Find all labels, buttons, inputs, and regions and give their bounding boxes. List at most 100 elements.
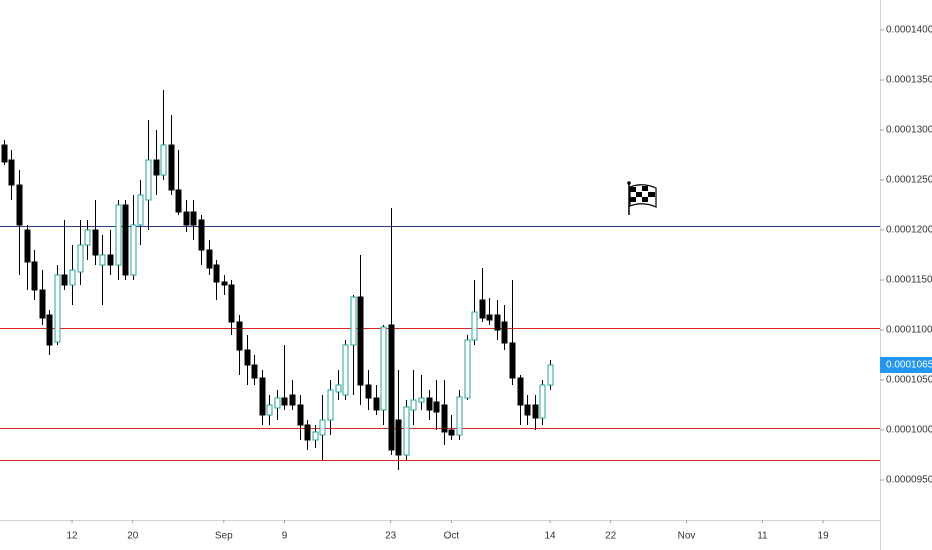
candle-body-down bbox=[16, 184, 23, 226]
x-tick-label: 11 bbox=[757, 531, 768, 542]
candle-body-down bbox=[494, 314, 501, 331]
y-tick-label: 0.0001200 bbox=[886, 225, 932, 236]
flag-check bbox=[648, 192, 655, 197]
candle-body-down bbox=[373, 397, 380, 411]
current-price-tag: 0.0001065 bbox=[880, 357, 932, 373]
candle-body-up bbox=[99, 254, 106, 266]
candle-body-down bbox=[244, 349, 251, 366]
y-tick-label: 0.0001250 bbox=[886, 175, 932, 186]
candle-body-down bbox=[448, 429, 455, 436]
candle-body-up bbox=[137, 194, 144, 226]
x-tick-label: 23 bbox=[385, 531, 397, 542]
candle-body-down bbox=[168, 144, 175, 191]
candle-body-down bbox=[426, 397, 433, 411]
y-tick-label: 0.0001050 bbox=[886, 375, 932, 386]
candle-body-up bbox=[54, 274, 61, 343]
candle-body-down bbox=[190, 211, 197, 226]
candle-body-down bbox=[441, 404, 448, 433]
candle-body-down bbox=[509, 342, 516, 379]
candle-body-up bbox=[145, 159, 152, 201]
x-tick-label: 19 bbox=[818, 531, 830, 542]
candle-body-up bbox=[350, 296, 357, 346]
candle-body-down bbox=[221, 281, 228, 286]
flag-icon bbox=[627, 181, 657, 215]
y-tick-label: 0.0001100 bbox=[886, 325, 932, 336]
x-tick-label: 14 bbox=[544, 531, 556, 542]
candle-body-up bbox=[456, 396, 463, 436]
candle-body-down bbox=[479, 299, 486, 319]
candle-body-down bbox=[175, 189, 182, 213]
flag-check bbox=[630, 197, 636, 202]
flag-check bbox=[630, 187, 636, 192]
candle-body-down bbox=[107, 254, 114, 266]
candle-body-down bbox=[8, 159, 15, 186]
candle-body-down bbox=[289, 394, 296, 406]
flag-check bbox=[642, 186, 648, 191]
candle-body-down bbox=[517, 377, 524, 406]
candle-body-down bbox=[198, 219, 205, 251]
candle-body-down bbox=[183, 211, 190, 226]
candle-body-up bbox=[471, 311, 478, 341]
candle-body-up bbox=[274, 397, 281, 409]
candle-body-down bbox=[281, 397, 288, 406]
candle-body-up bbox=[464, 339, 471, 399]
candle-body-up bbox=[327, 389, 334, 421]
x-tick-label: 22 bbox=[605, 531, 617, 542]
candle-body-up bbox=[403, 406, 410, 456]
x-tick-label: 12 bbox=[67, 531, 79, 542]
candle-body-down bbox=[236, 321, 243, 351]
candle-body-up bbox=[547, 364, 554, 386]
candles bbox=[1, 90, 554, 470]
flag-cloth bbox=[629, 184, 657, 208]
candle-body-down bbox=[153, 159, 160, 176]
candle-body-down bbox=[433, 401, 440, 413]
candle-body-up bbox=[69, 269, 76, 286]
candle-body-up bbox=[115, 204, 122, 266]
candle-body-down bbox=[259, 377, 266, 416]
candle-body-down bbox=[206, 249, 213, 269]
flag-pole-top bbox=[627, 181, 631, 185]
candle-body-down bbox=[486, 314, 493, 321]
candle-body-down bbox=[365, 384, 372, 399]
candle-body-down bbox=[501, 321, 508, 344]
y-tick-label: 0.0001300 bbox=[886, 125, 932, 136]
candle-body-up bbox=[266, 404, 273, 416]
x-tick-label: Nov bbox=[678, 531, 696, 542]
x-tick-label: 20 bbox=[127, 531, 139, 542]
level-lines bbox=[0, 226, 880, 461]
candle-body-up bbox=[342, 344, 349, 396]
x-tick-label: Oct bbox=[444, 531, 460, 542]
candle-body-up bbox=[312, 431, 319, 441]
candle-body-up bbox=[539, 384, 546, 419]
axes: 0.0001400 0.0001350 0.0001300 0.0001250 0.00… bbox=[67, 25, 932, 542]
candle-body-down bbox=[122, 204, 129, 276]
candle-body-up bbox=[160, 144, 167, 176]
candle-body-up bbox=[410, 399, 417, 411]
candle-body-down bbox=[388, 324, 395, 451]
candle-body-down bbox=[395, 419, 402, 456]
current-price-box bbox=[880, 357, 932, 373]
candle-body-down bbox=[297, 404, 304, 426]
candle-body-up bbox=[380, 326, 387, 411]
y-tick-label: 0.0000950 bbox=[886, 475, 932, 486]
flag-check bbox=[636, 192, 642, 197]
y-tick-label: 0.0001000 bbox=[886, 425, 932, 436]
candle-body-down bbox=[524, 404, 531, 416]
candle-body-up bbox=[319, 419, 326, 436]
candle-body-down bbox=[24, 229, 31, 263]
y-tick-label: 0.0001150 bbox=[886, 275, 932, 286]
x-tick-label: 9 bbox=[282, 531, 288, 542]
candle-body-down bbox=[39, 289, 46, 319]
y-tick-label: 0.0001400 bbox=[886, 25, 932, 36]
flag-check bbox=[642, 197, 648, 202]
candle-body-down bbox=[228, 284, 235, 323]
y-tick-label: 0.0001350 bbox=[886, 75, 932, 86]
candle-body-down bbox=[357, 296, 364, 386]
x-tick-label: Sep bbox=[215, 531, 233, 542]
candle-body-down bbox=[61, 274, 68, 286]
current-price-label: 0.0001065 bbox=[886, 360, 932, 371]
candle-body-down bbox=[532, 404, 539, 419]
